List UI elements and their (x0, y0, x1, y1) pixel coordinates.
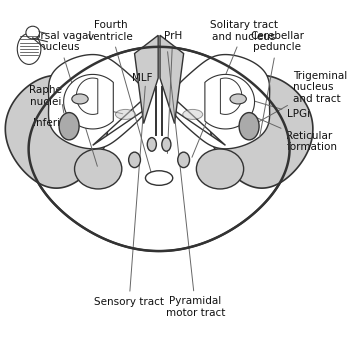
Text: Trigeminal
nucleus
and tract: Trigeminal nucleus and tract (253, 70, 347, 125)
Polygon shape (211, 75, 313, 188)
Ellipse shape (146, 171, 173, 185)
Ellipse shape (196, 149, 244, 189)
Text: Fourth
ventricle: Fourth ventricle (88, 20, 152, 175)
Text: Pyramidal
motor tract: Pyramidal motor tract (166, 52, 225, 318)
Polygon shape (171, 55, 270, 149)
Text: Raphe
nuclei: Raphe nuclei (29, 85, 123, 114)
Ellipse shape (230, 94, 246, 104)
Polygon shape (5, 75, 107, 188)
Text: Solitary tract
and nucleus: Solitary tract and nucleus (192, 20, 278, 157)
Polygon shape (64, 74, 113, 129)
Ellipse shape (75, 149, 122, 189)
Text: Reticular
formation: Reticular formation (252, 116, 337, 152)
Text: PrH: PrH (163, 31, 182, 153)
Text: LPGi: LPGi (250, 100, 310, 119)
Polygon shape (49, 55, 147, 149)
Polygon shape (29, 47, 289, 251)
Polygon shape (134, 35, 158, 123)
Text: Sensory tract: Sensory tract (94, 86, 164, 307)
Ellipse shape (162, 137, 171, 151)
Text: Cerebellar
peduncle: Cerebellar peduncle (250, 31, 304, 137)
Polygon shape (205, 74, 254, 129)
Ellipse shape (147, 137, 156, 151)
Ellipse shape (116, 110, 135, 119)
Polygon shape (160, 35, 184, 123)
Polygon shape (76, 78, 98, 114)
Ellipse shape (239, 113, 259, 140)
Ellipse shape (59, 113, 79, 140)
Ellipse shape (183, 110, 203, 119)
Text: MLF: MLF (132, 73, 152, 83)
Text: Dorsal vagal
nucleus: Dorsal vagal nucleus (26, 31, 97, 166)
Ellipse shape (129, 152, 140, 167)
Polygon shape (220, 78, 242, 114)
Ellipse shape (26, 26, 40, 39)
Text: Inferior olive: Inferior olive (33, 104, 99, 128)
Ellipse shape (178, 152, 190, 167)
Ellipse shape (72, 94, 88, 104)
Ellipse shape (17, 33, 41, 64)
